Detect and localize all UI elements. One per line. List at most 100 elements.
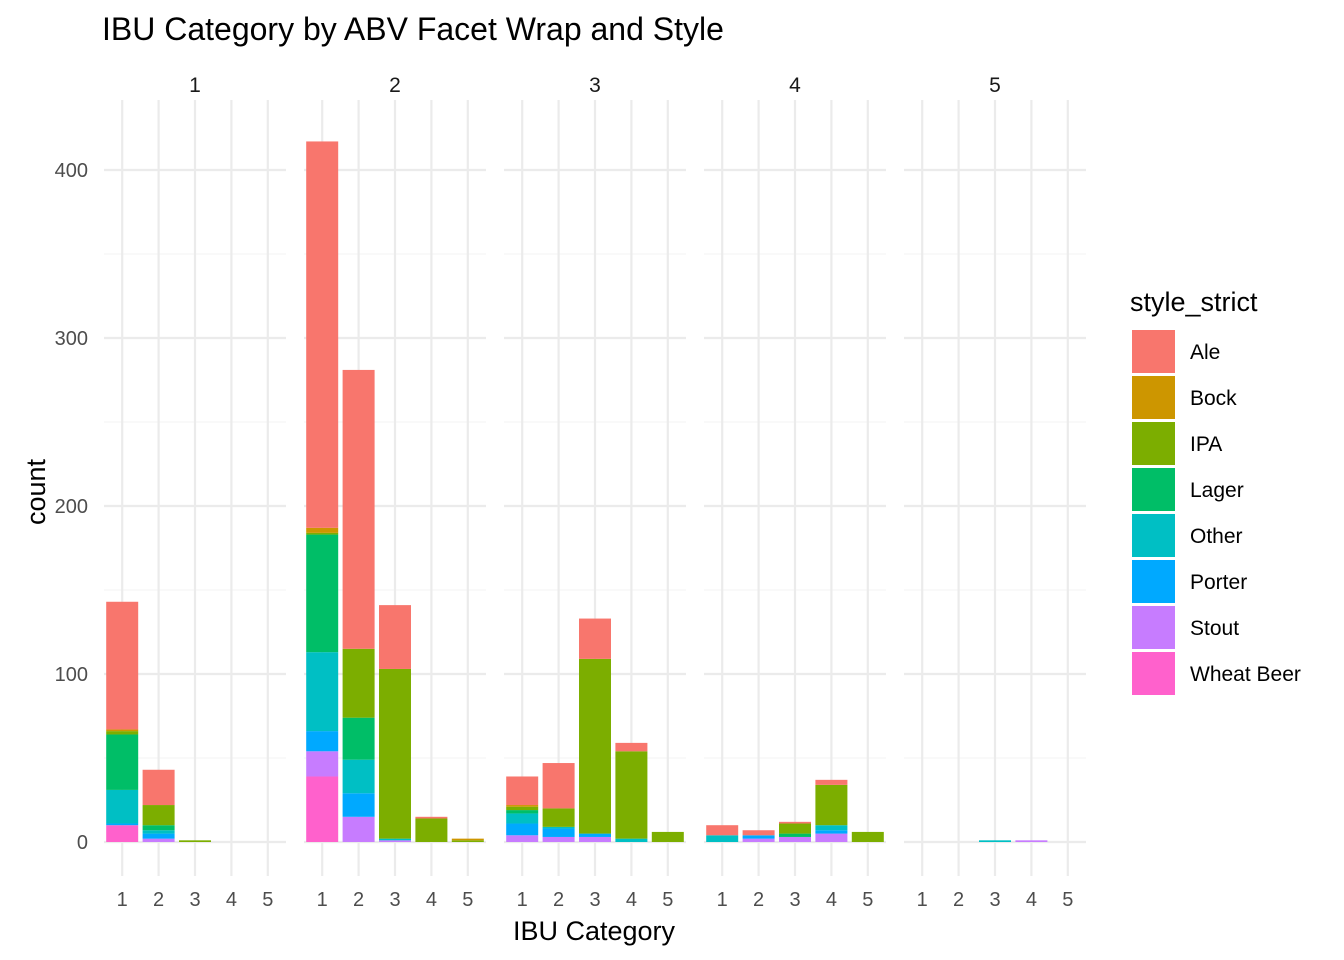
bar-segment-ale bbox=[415, 816, 448, 819]
bar-segment-ale bbox=[379, 605, 411, 669]
x-tick-label: 3 bbox=[389, 889, 400, 911]
bar-segment-stout bbox=[742, 838, 775, 842]
bar-segment-stout bbox=[506, 835, 539, 842]
bar-segment-ipa bbox=[415, 818, 448, 842]
bar-segment-ale bbox=[742, 830, 775, 836]
y-tick-label: 200 bbox=[55, 496, 88, 518]
bar-segment-stout bbox=[306, 751, 339, 777]
bar-segment-lager bbox=[106, 734, 139, 790]
bar-segment-other bbox=[142, 830, 175, 834]
bar-segment-porter bbox=[815, 830, 848, 834]
legend-label: Wheat Beer bbox=[1190, 663, 1301, 686]
bar-segment-stout bbox=[342, 816, 375, 842]
x-axis-title: IBU Category bbox=[513, 916, 676, 946]
bar-segment-ale bbox=[506, 776, 539, 806]
bar-segment-ipa bbox=[651, 831, 684, 842]
x-tick-label: 4 bbox=[826, 889, 837, 911]
bar-segment-ale bbox=[106, 601, 139, 730]
x-tick-label: 1 bbox=[317, 889, 328, 911]
legend-key-ale bbox=[1132, 330, 1175, 373]
bar-segment-ipa bbox=[815, 784, 848, 826]
y-axis-title: count bbox=[21, 458, 51, 525]
bar-segment-other bbox=[506, 813, 539, 824]
bar-segment-stout bbox=[1015, 840, 1048, 842]
facet-panel-2: 2 1 2 3 4 5 bbox=[304, 74, 486, 911]
bar-segment-ipa bbox=[106, 731, 139, 735]
bar-segment-ale bbox=[779, 821, 811, 824]
bar-segment-porter bbox=[342, 793, 375, 817]
y-tick-label: 100 bbox=[55, 664, 88, 686]
bar-segment-lager bbox=[342, 717, 375, 760]
bar-segment-stout bbox=[815, 833, 848, 842]
bar-segment-stout bbox=[579, 836, 611, 842]
x-tick-label: 2 bbox=[953, 889, 964, 911]
bar-segment-bock bbox=[506, 805, 539, 807]
bar-segment-ipa bbox=[779, 823, 811, 834]
x-tick-label: 5 bbox=[662, 889, 673, 911]
bar-segment-ipa bbox=[542, 808, 575, 827]
bar-segment-wheat-beer bbox=[106, 825, 139, 842]
x-tick-label: 2 bbox=[553, 889, 564, 911]
bar-segment-ipa bbox=[379, 668, 411, 839]
bar-segment-porter bbox=[106, 823, 139, 826]
facet-panel-1: 1 1 2 3 4 5 bbox=[104, 74, 286, 911]
bar-segment-other bbox=[542, 826, 575, 829]
bar-segment-stout bbox=[542, 836, 575, 842]
facet-strip-label: 1 bbox=[189, 74, 201, 97]
bar-segment-bock bbox=[106, 729, 139, 732]
facet-strip-label: 3 bbox=[589, 74, 601, 97]
bar-segment-other bbox=[979, 840, 1011, 842]
bar-segment-ale bbox=[579, 618, 611, 659]
x-tick-label: 3 bbox=[189, 889, 200, 911]
legend-label: IPA bbox=[1190, 433, 1222, 456]
x-tick-label: 5 bbox=[462, 889, 473, 911]
x-tick-label: 2 bbox=[753, 889, 764, 911]
bar-segment-porter bbox=[142, 833, 175, 839]
x-tick-label: 1 bbox=[917, 889, 928, 911]
bar-segment-bock bbox=[451, 838, 484, 841]
y-tick-label: 300 bbox=[55, 328, 88, 350]
legend-label: Porter bbox=[1190, 571, 1247, 594]
legend: style_strict Ale Bock IPA Lager Other Porter S… bbox=[1130, 287, 1301, 695]
facet-strip-label: 4 bbox=[789, 74, 801, 97]
facet-panel-4: 4 1 2 3 4 5 bbox=[704, 74, 886, 911]
x-tick-label: 3 bbox=[589, 889, 600, 911]
bar-segment-other bbox=[615, 838, 648, 842]
legend-key-wheat-beer bbox=[1132, 652, 1175, 695]
y-tick-label: 0 bbox=[77, 832, 88, 854]
x-tick-label: 3 bbox=[989, 889, 1000, 911]
x-tick-label: 5 bbox=[1062, 889, 1073, 911]
bar-segment-other bbox=[815, 825, 848, 831]
bar-segment-bock bbox=[306, 527, 339, 533]
bar-segment-other bbox=[379, 838, 411, 841]
y-axis-ticks: 0 100 200 300 400 bbox=[55, 160, 88, 854]
bar-segment-porter bbox=[542, 828, 575, 837]
facet-strip-label: 5 bbox=[989, 74, 1001, 97]
chart-title: IBU Category by ABV Facet Wrap and Style bbox=[102, 11, 724, 47]
bar-segment-ipa bbox=[506, 806, 539, 811]
x-tick-label: 4 bbox=[426, 889, 437, 911]
facet-strip-label: 2 bbox=[389, 74, 401, 97]
bar-segment-ipa bbox=[142, 805, 175, 826]
bar-segment-other bbox=[306, 652, 339, 732]
x-tick-label: 2 bbox=[353, 889, 364, 911]
bar-segment-ale bbox=[615, 742, 648, 752]
x-tick-label: 5 bbox=[262, 889, 273, 911]
legend-label: Ale bbox=[1190, 341, 1220, 364]
legend-label: Stout bbox=[1190, 617, 1239, 640]
bar-segment-porter bbox=[742, 835, 775, 839]
x-tick-label: 1 bbox=[717, 889, 728, 911]
bar-segment-lager bbox=[779, 833, 811, 837]
bar-segment-stout bbox=[379, 840, 411, 842]
x-tick-label: 1 bbox=[517, 889, 528, 911]
legend-label: Other bbox=[1190, 525, 1243, 548]
legend-key-porter bbox=[1132, 560, 1175, 603]
bar-segment-other bbox=[106, 789, 139, 824]
x-tick-label: 4 bbox=[226, 889, 237, 911]
bar-segment-other bbox=[342, 759, 375, 794]
x-tick-label: 1 bbox=[117, 889, 128, 911]
bar-segment-stout bbox=[779, 836, 811, 842]
bar-segment-ipa bbox=[451, 840, 484, 842]
bar-segment-ale bbox=[706, 825, 739, 836]
